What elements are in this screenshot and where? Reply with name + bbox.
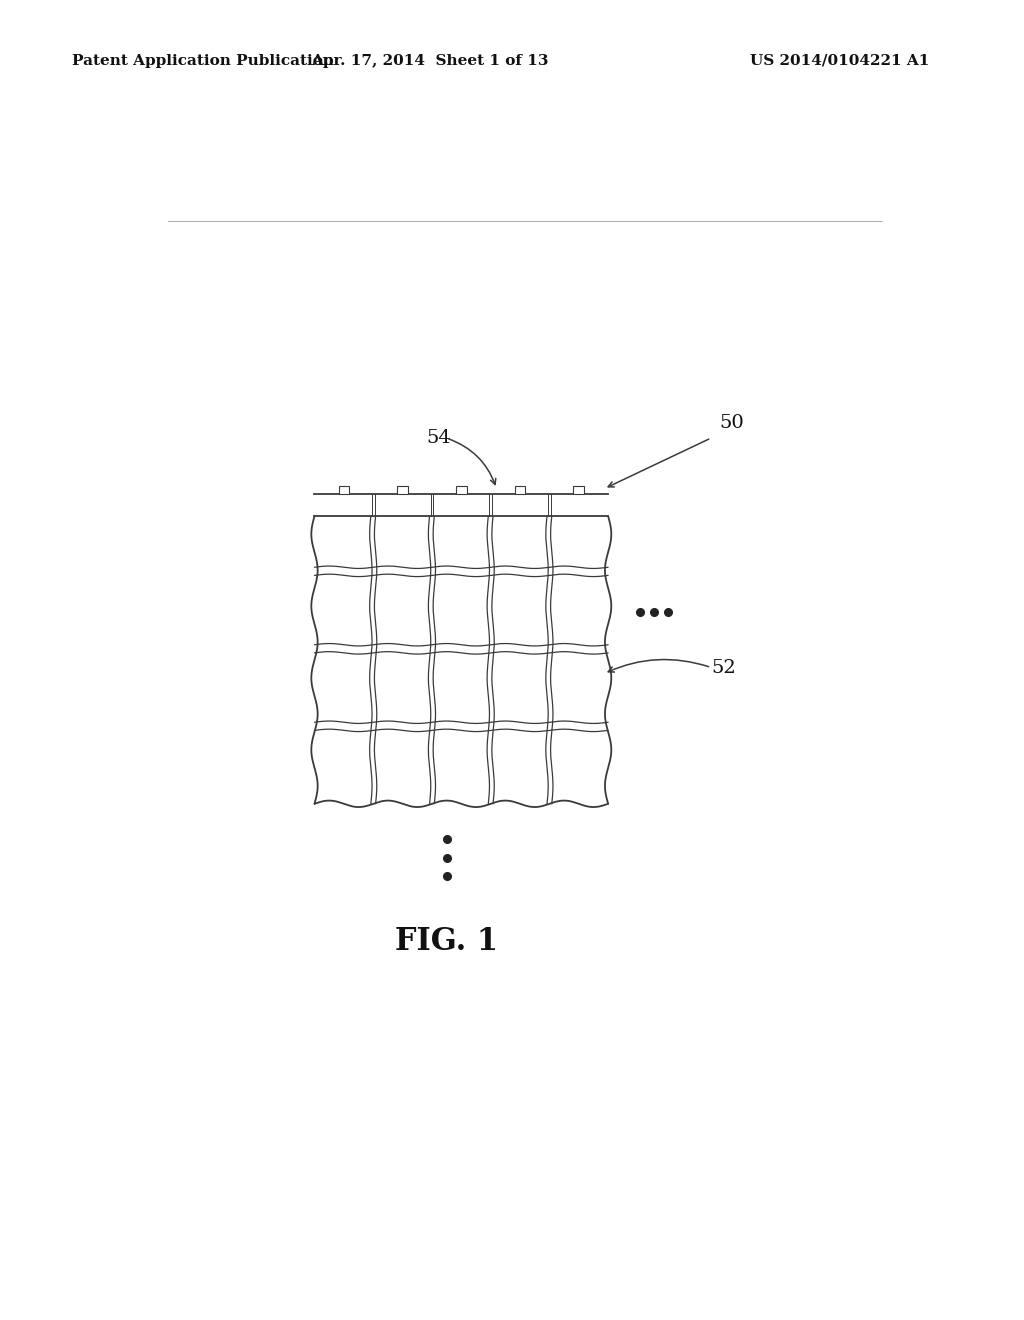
Text: 54: 54 [426, 429, 451, 447]
Bar [456, 486, 467, 494]
Text: Patent Application Publication: Patent Application Publication [72, 54, 334, 67]
Bar [339, 486, 349, 494]
Text: FIG. 1: FIG. 1 [395, 925, 498, 957]
Text: 52: 52 [712, 659, 736, 677]
Bar [573, 486, 584, 494]
Bar [515, 486, 525, 494]
Text: US 2014/0104221 A1: US 2014/0104221 A1 [750, 54, 930, 67]
Bar [397, 486, 408, 494]
Text: Apr. 17, 2014  Sheet 1 of 13: Apr. 17, 2014 Sheet 1 of 13 [311, 54, 549, 67]
Text: 50: 50 [719, 413, 744, 432]
